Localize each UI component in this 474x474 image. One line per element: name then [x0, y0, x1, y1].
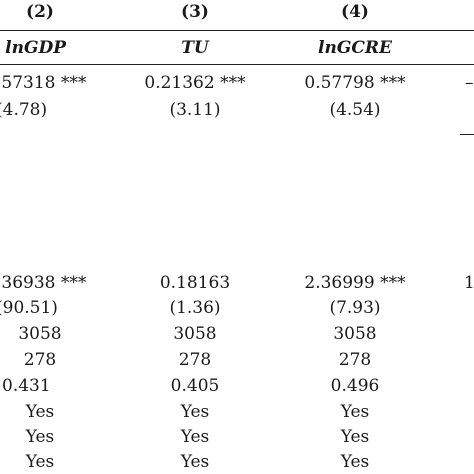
col3-number: (3)	[181, 2, 209, 22]
row2-col4: (4.54)	[329, 100, 381, 120]
edge-rule-fragment	[460, 134, 474, 135]
row1-edge: –	[465, 73, 474, 93]
row4-col2: (90.51)	[0, 298, 58, 318]
row3-col2: .36938 ***	[0, 273, 87, 293]
row9-col3: Yes	[180, 427, 210, 447]
row7-col4: 0.496	[330, 376, 380, 396]
row4-col4: (7.93)	[329, 298, 381, 318]
row10-col2: Yes	[25, 452, 55, 472]
row10-col3: Yes	[180, 452, 210, 472]
row2-col2: (4.78)	[0, 100, 48, 120]
col2-number: (2)	[26, 2, 54, 22]
col2-variable: lnGDP	[5, 38, 66, 58]
row6-col2: 278	[23, 350, 57, 370]
row9-col2: Yes	[25, 427, 55, 447]
row7-col2: 0.431	[2, 376, 51, 396]
row4-col3: (1.36)	[169, 298, 221, 318]
row3-col4: 2.36999 ***	[304, 273, 406, 293]
row3-col3: 0.18163	[159, 273, 231, 293]
header-rule	[0, 30, 474, 31]
row9-col4: Yes	[340, 427, 370, 447]
row5-col2: 3058	[18, 324, 62, 344]
row8-col4: Yes	[340, 402, 370, 422]
row1-col2: .57318 ***	[0, 73, 87, 93]
col4-number: (4)	[341, 2, 369, 22]
variable-rule	[0, 64, 474, 65]
row7-col3: 0.405	[170, 376, 220, 396]
row5-col4: 3058	[333, 324, 377, 344]
row6-col4: 278	[338, 350, 372, 370]
row1-col3: 0.21362 ***	[144, 73, 246, 93]
col4-variable: lnGCRE	[318, 38, 392, 58]
row3-edge: 1	[464, 273, 474, 293]
row5-col3: 3058	[173, 324, 217, 344]
row10-col4: Yes	[340, 452, 370, 472]
row1-col4: 0.57798 ***	[304, 73, 406, 93]
row8-col2: Yes	[25, 402, 55, 422]
row6-col3: 278	[178, 350, 212, 370]
col3-variable: TU	[181, 38, 209, 58]
row8-col3: Yes	[180, 402, 210, 422]
row2-col3: (3.11)	[169, 100, 221, 120]
